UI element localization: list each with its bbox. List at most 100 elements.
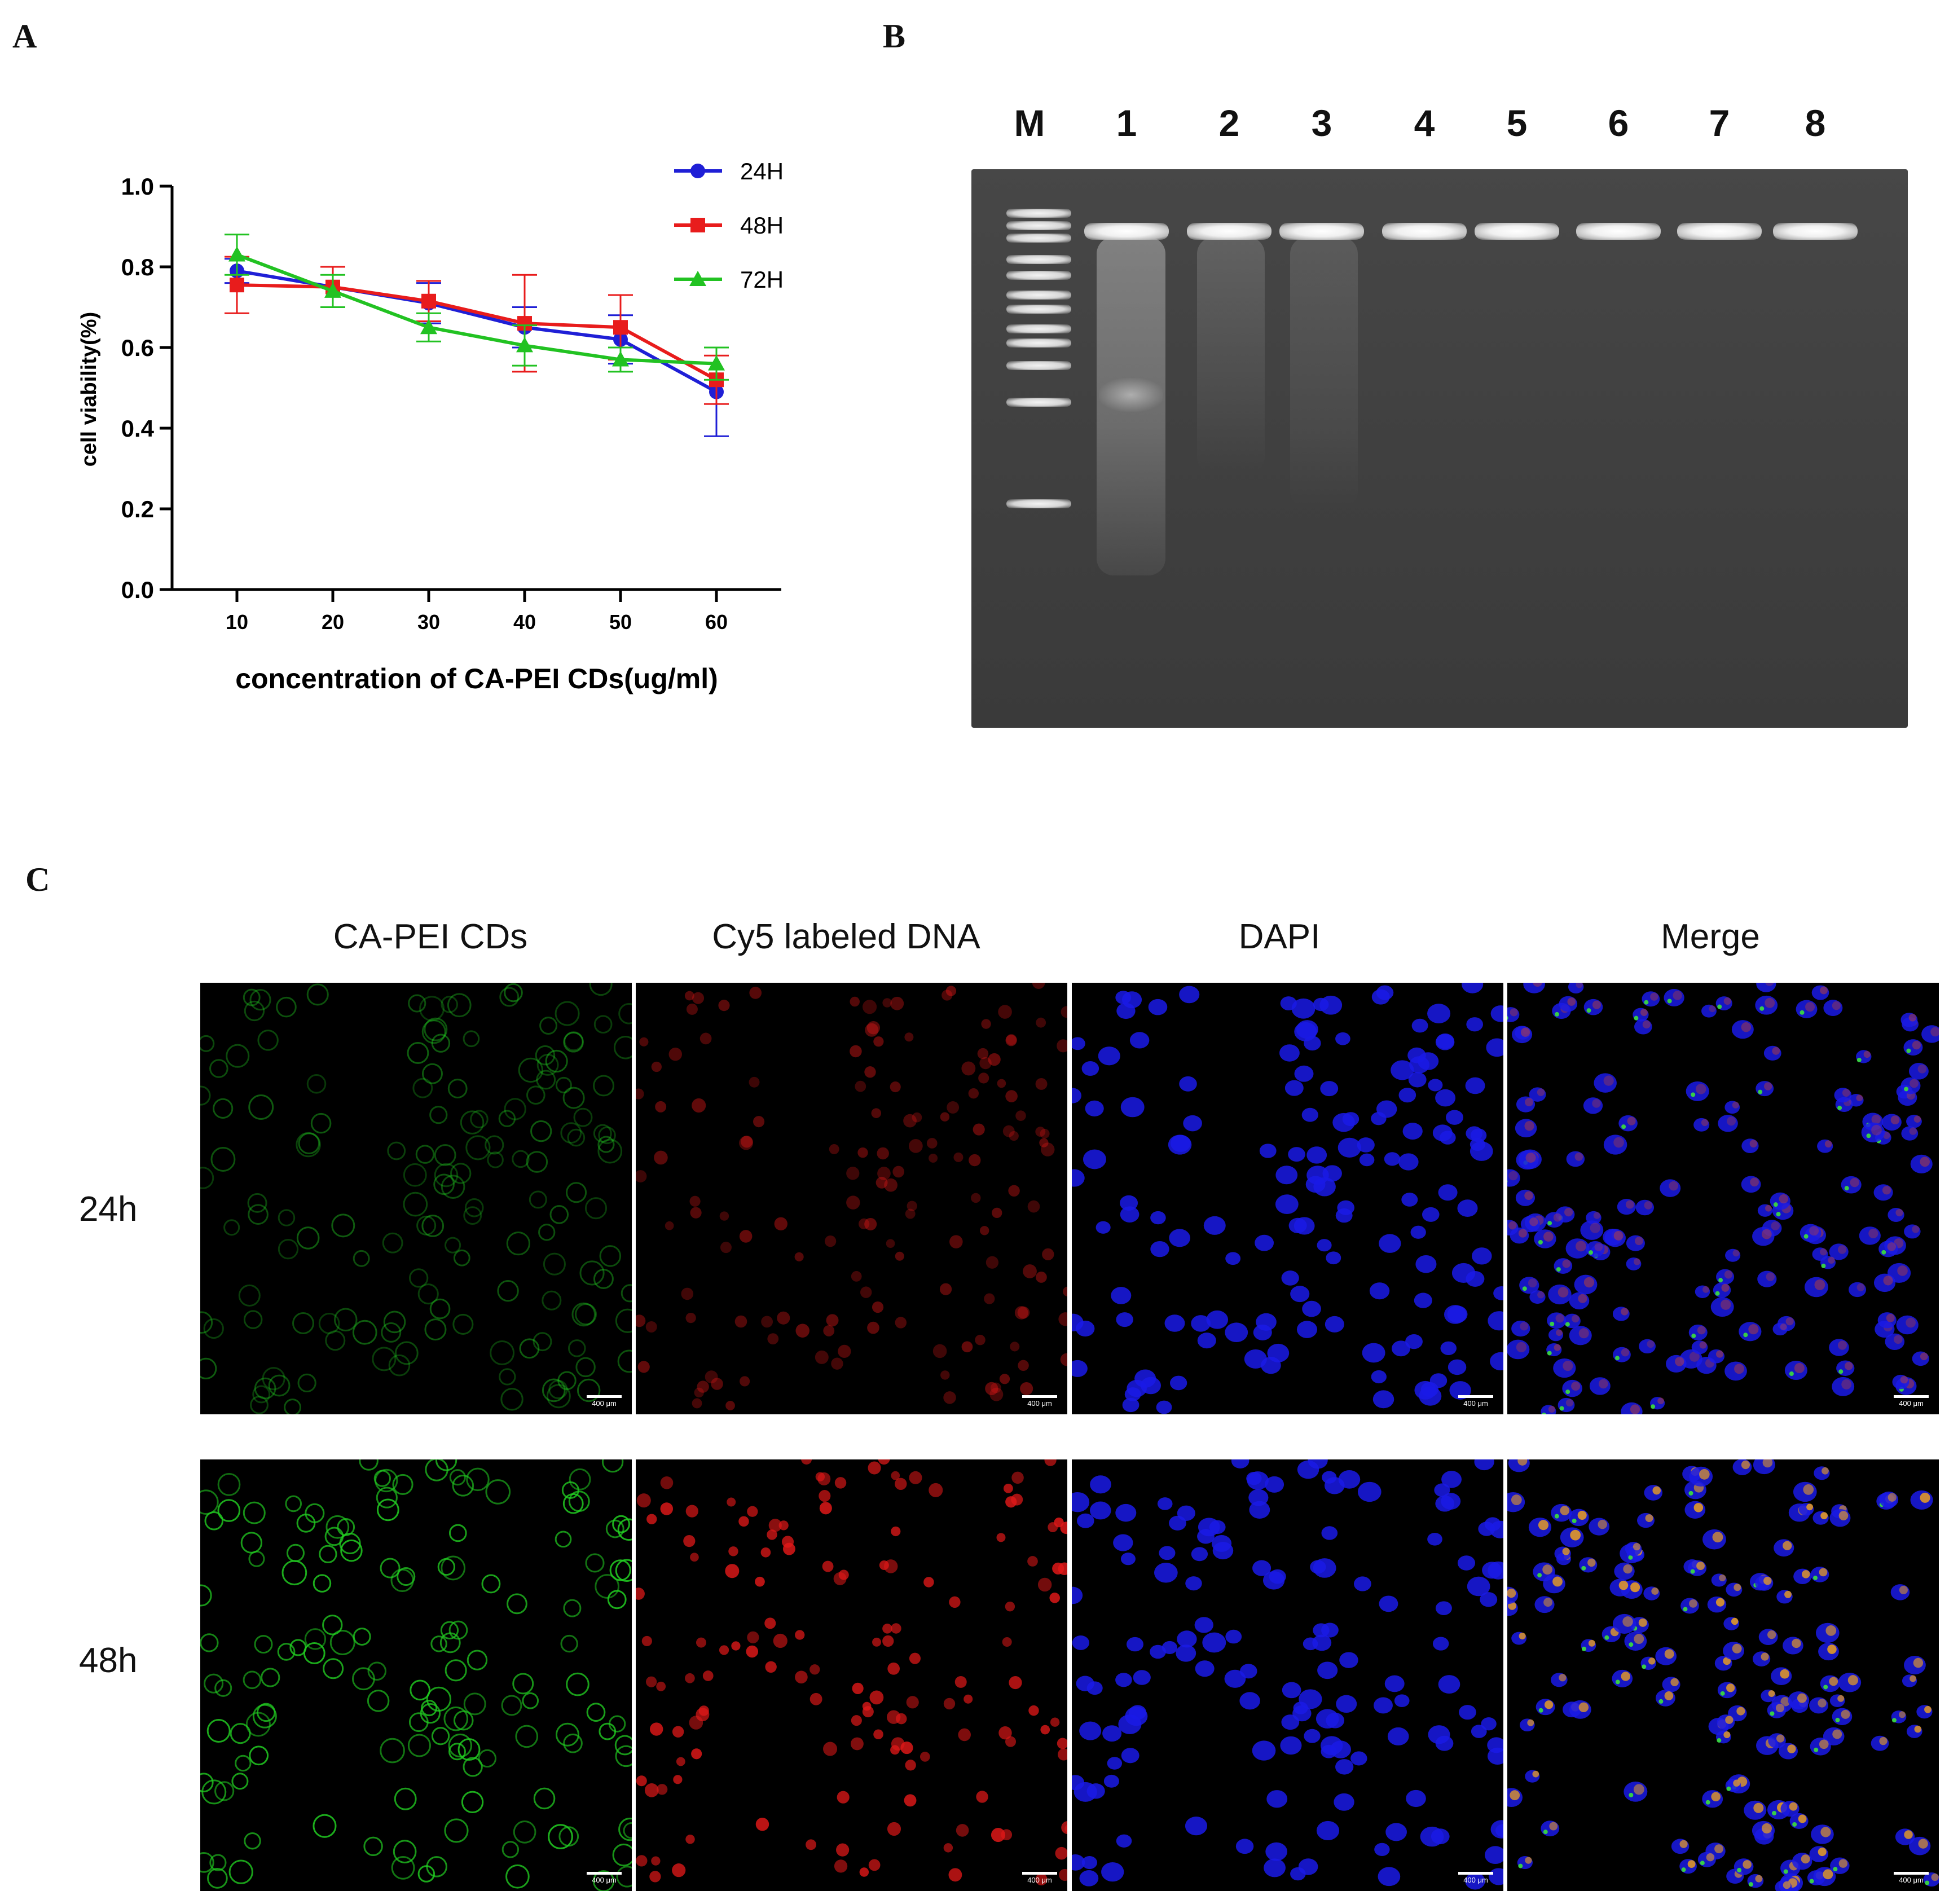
y-tick-label: 0.6 — [121, 335, 154, 361]
scale-bar-label: 400 μm — [592, 1399, 617, 1408]
scale-bar: 400 μm — [1458, 1872, 1493, 1884]
gel-well-band — [1576, 223, 1661, 240]
ladder-band — [1006, 398, 1071, 407]
scale-bar: 400 μm — [1894, 1395, 1929, 1408]
legend-marker — [690, 164, 705, 178]
x-tick-label: 50 — [609, 610, 632, 634]
scale-bar-line — [1022, 1395, 1057, 1398]
lane-1-band — [1099, 378, 1163, 412]
y-tick-label: 0.8 — [121, 254, 154, 280]
ladder-band — [1006, 499, 1071, 508]
ladder-band — [1006, 209, 1071, 218]
row-title-24h: 24h — [79, 1190, 138, 1229]
gel-lane-label: 2 — [1218, 102, 1240, 144]
micrograph-cells — [1072, 1459, 1503, 1890]
scale-bar: 400 μm — [1022, 1395, 1057, 1408]
gel-lane-label: 5 — [1506, 102, 1528, 144]
scale-bar-line — [1894, 1872, 1929, 1875]
legend-label: 48H — [740, 212, 784, 239]
ladder-band — [1006, 324, 1071, 333]
column-title: DAPI — [1238, 917, 1321, 956]
panel-label-b: B — [883, 17, 906, 55]
ladder-band — [1006, 338, 1071, 348]
y-tick-label: 0.2 — [121, 496, 154, 522]
scale-bar: 400 μm — [1894, 1872, 1929, 1884]
micrograph-merge-48h: 400 μm — [1507, 1459, 1939, 1891]
y-tick-label: 0.4 — [121, 415, 155, 442]
column-title: Merge — [1661, 917, 1760, 956]
gel-lane-label: 1 — [1116, 102, 1137, 144]
legend-label: 72H — [740, 266, 784, 293]
lane-2-smear — [1197, 237, 1265, 474]
micrograph-cells — [636, 1459, 1067, 1886]
gel-well-band — [1773, 223, 1858, 240]
x-tick-label: 20 — [322, 610, 344, 634]
gel-well-band — [1279, 223, 1364, 240]
scale-bar-label: 400 μm — [1027, 1399, 1052, 1408]
data-point — [612, 351, 629, 367]
scale-bar-line — [1458, 1872, 1493, 1875]
data-point — [421, 293, 436, 309]
ladder-band — [1006, 221, 1071, 230]
panel-label-a: A — [12, 17, 37, 55]
gel-lane-label: M — [1014, 102, 1045, 144]
agarose-gel-image — [971, 169, 1908, 728]
scale-bar-line — [1458, 1395, 1493, 1398]
ladder-band — [1006, 305, 1071, 314]
scale-bar-line — [587, 1395, 622, 1398]
scale-bar-label: 400 μm — [1899, 1876, 1924, 1884]
series-line — [236, 283, 718, 381]
lane-3-smear — [1290, 237, 1358, 508]
y-tick-label: 1.0 — [121, 173, 154, 200]
series-line — [236, 253, 717, 366]
scale-bar-line — [1894, 1395, 1929, 1398]
scale-bar: 400 μm — [1458, 1395, 1493, 1408]
gel-well-band — [1187, 223, 1272, 240]
micrograph-dapi-24h: 400 μm — [1072, 983, 1503, 1414]
gel-lane-label: 7 — [1709, 102, 1730, 144]
ladder-band — [1006, 271, 1071, 280]
series-line — [236, 269, 718, 394]
x-tick-label: 60 — [705, 610, 728, 634]
data-point — [230, 278, 244, 293]
micrograph-cells — [1072, 983, 1503, 1414]
scale-bar-line — [1022, 1872, 1057, 1875]
micrograph-cells — [1507, 1459, 1939, 1891]
gel-well-band — [1084, 223, 1169, 240]
data-point — [420, 319, 437, 335]
gel-well-band — [1475, 223, 1559, 240]
scale-bar-line — [587, 1872, 622, 1875]
row-title-48h: 48h — [79, 1641, 138, 1680]
micrograph-cells — [1507, 983, 1939, 1414]
data-point — [324, 282, 341, 298]
ladder-band — [1006, 361, 1071, 370]
gel-well-band — [1677, 223, 1762, 240]
scale-bar-label: 400 μm — [1463, 1399, 1488, 1408]
data-point — [228, 246, 245, 262]
legend-label: 24H — [740, 158, 784, 184]
ladder-band — [1006, 255, 1071, 264]
data-point — [708, 355, 725, 371]
gel-well-band — [1382, 223, 1467, 240]
ladder-band — [1006, 291, 1071, 300]
scale-bar-label: 400 μm — [1463, 1876, 1488, 1884]
micrograph-merge-24h: 400 μm — [1507, 983, 1939, 1414]
y-tick-label: 0.0 — [121, 577, 154, 603]
column-title: CA-PEI CDs — [333, 917, 528, 956]
legend-marker — [689, 271, 706, 286]
micrograph-cells — [636, 983, 1067, 1410]
series-72H — [225, 234, 729, 381]
legend-marker — [690, 218, 705, 232]
x-tick-label: 30 — [417, 610, 440, 634]
x-tick-label: 40 — [513, 610, 536, 634]
gel-lane-label: 8 — [1805, 102, 1826, 144]
gel-lane-label: 6 — [1608, 102, 1629, 144]
scale-bar-label: 400 μm — [1899, 1399, 1924, 1408]
scale-bar-label: 400 μm — [592, 1876, 617, 1884]
ladder-band — [1006, 234, 1071, 243]
micrograph-cells — [200, 1459, 632, 1891]
scale-bar-label: 400 μm — [1027, 1876, 1052, 1884]
micrograph-cy5-labeled-dna-48h: 400 μm — [636, 1459, 1067, 1891]
micrograph-ca-pei-cds-24h: 400 μm — [200, 983, 632, 1414]
data-point — [613, 320, 628, 335]
